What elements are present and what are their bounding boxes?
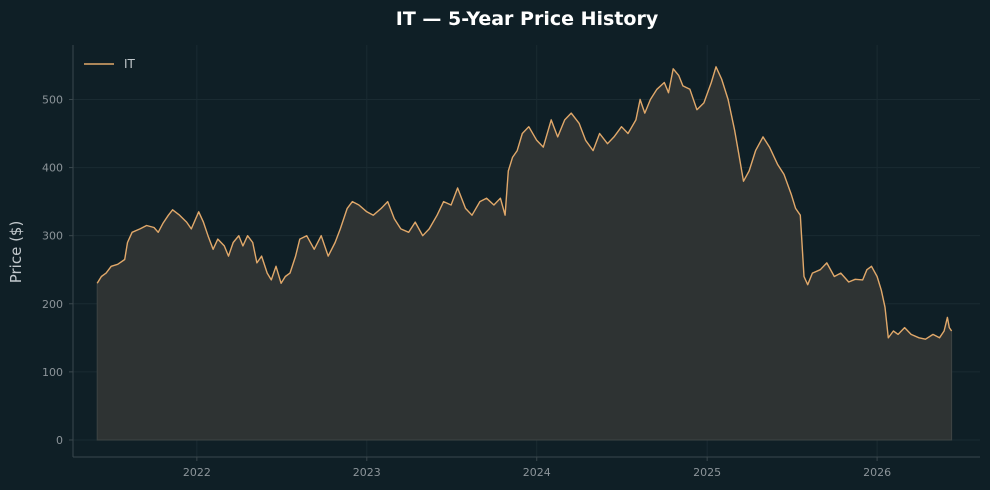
chart-title: IT — 5-Year Price History (396, 8, 659, 30)
legend-label: IT (124, 57, 136, 71)
series-line-it (96, 66, 953, 340)
x-tick-label: 2023 (353, 466, 381, 479)
series-area-layer (96, 65, 953, 441)
y-tick-label: 100 (42, 366, 63, 379)
y-tick-label: 0 (56, 434, 63, 447)
y-axis-label: Price ($) (7, 221, 25, 284)
axes (69, 45, 980, 461)
tick-labels: 0 100 200 300 400 500 2022 2023 2024 2025 2026 (42, 93, 891, 479)
y-tick-label: 500 (42, 93, 63, 106)
y-tick-label: 200 (42, 298, 63, 311)
legend: IT (84, 57, 136, 71)
x-tick-label: 2022 (183, 466, 211, 479)
x-tick-label: 2026 (863, 466, 891, 479)
x-tick-label: 2025 (693, 466, 721, 479)
y-tick-label: 400 (42, 162, 63, 175)
x-tick-label: 2024 (523, 466, 551, 479)
y-tick-label: 300 (42, 230, 63, 243)
